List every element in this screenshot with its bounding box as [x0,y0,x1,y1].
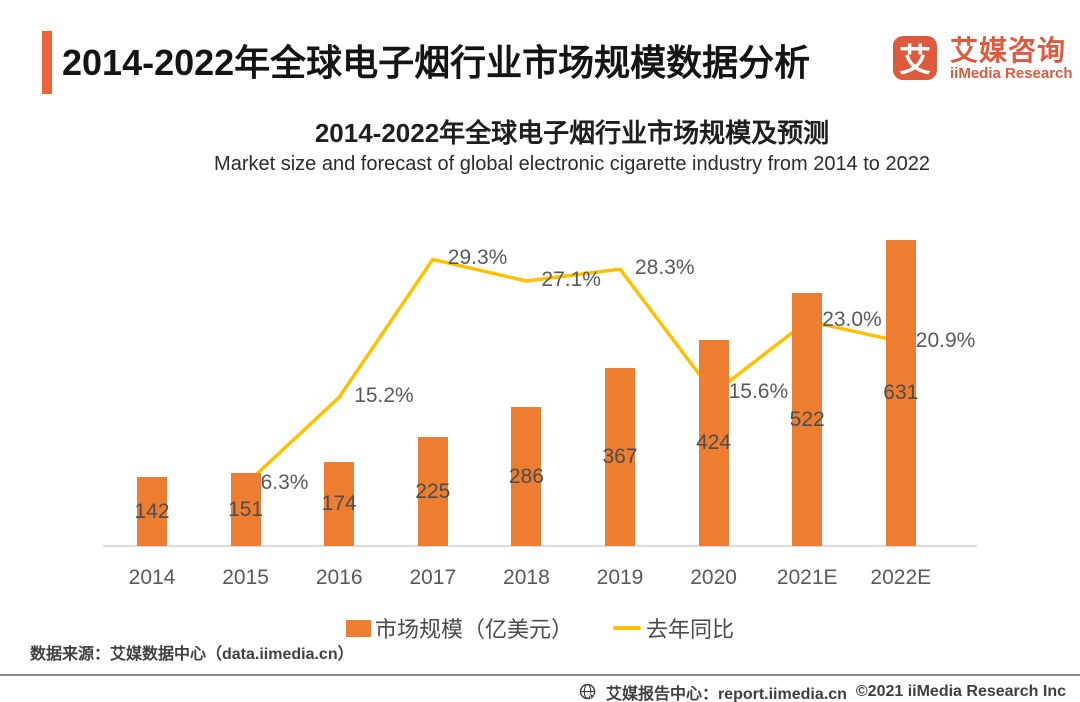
growth-label-2016: 15.2% [354,384,414,408]
x-tick-2017: 2017 [409,566,457,589]
x-tick-2016: 2016 [315,566,363,589]
bar-2014 [137,477,167,546]
bar-2018 [511,407,542,546]
report-center-text: 艾媒报告中心：report.iimedia.cn [605,686,847,702]
legend-bar-swatch [345,619,371,637]
x-tick-2018: 2018 [503,566,550,589]
copyright-text: ©2021 iiMedia Research Inc [855,683,1066,700]
page-title: 2014-2022年全球电子烟行业市场规模数据分析 [62,42,811,83]
bar-value-label-2021E: 522 [789,407,825,431]
chart-subtitle: Market size and forecast of global elect… [214,153,930,175]
footer-divider [0,674,1080,676]
iimedia-logo: 艾 艾媒咨询 iiMedia Research [893,36,1073,81]
legend: 市场规模（亿美元） 去年同比 [0,612,1080,644]
bar-value-label-2017: 225 [415,479,451,503]
bar-value-label-2014: 142 [134,499,170,523]
growth-label-2021E: 23.0% [822,308,882,332]
bar-value-label-2022E: 631 [883,381,919,404]
bar-value-label-2015: 151 [228,497,264,521]
iimedia-logo-icon: 艾 [893,36,937,80]
x-tick-2022E: 2022E [870,566,932,589]
bar-2019 [605,368,635,546]
bar-value-label-2019: 367 [602,445,638,468]
logo-glyph: 艾 [898,42,931,78]
x-tick-2020: 2020 [690,566,737,589]
logo-name-en: iiMedia Research [950,65,1073,82]
legend-bar-label: 市场规模（亿美元） [374,617,573,642]
x-tick-2021E: 2021E [776,566,838,589]
growth-label-2020: 15.6% [728,380,789,404]
bar-2020 [698,340,729,546]
bar-value-label-2020: 424 [696,431,732,454]
growth-label-2018: 27.1% [541,267,601,291]
x-tick-2015: 2015 [222,566,269,589]
bar-value-label-2018: 286 [508,464,544,488]
logo-text: 艾媒咨询 iiMedia Research [950,36,1073,81]
bar-2021E [792,293,823,546]
growth-label-2019: 28.3% [635,256,695,280]
growth-label-2015: 6.3% [260,471,309,495]
chart-title: 2014-2022年全球电子烟行业市场规模及预测 [314,118,830,148]
x-tick-2014: 2014 [128,566,176,589]
bar-2017 [417,437,448,546]
x-axis-baseline [103,545,977,547]
bar-2015 [230,473,261,546]
data-source-note: 数据来源：艾媒数据中心（data.iimedia.cn） [30,646,354,663]
bar-2022E [885,240,916,546]
logo-name-cn: 艾媒咨询 [950,35,1067,66]
bar-2016 [324,462,355,546]
globe-icon [579,683,597,701]
growth-label-2022E: 20.9% [915,328,976,352]
title-accent-bar [42,31,52,94]
legend-line-label: 去年同比 [646,617,735,642]
growth-label-2017: 29.3% [447,246,508,270]
bar-value-label-2016: 174 [321,492,357,515]
x-tick-2019: 2019 [596,566,644,589]
legend-line-swatch [613,626,641,630]
footer-bar: 艾媒报告中心：report.iimedia.cn ©2021 iiMedia R… [579,680,1066,702]
